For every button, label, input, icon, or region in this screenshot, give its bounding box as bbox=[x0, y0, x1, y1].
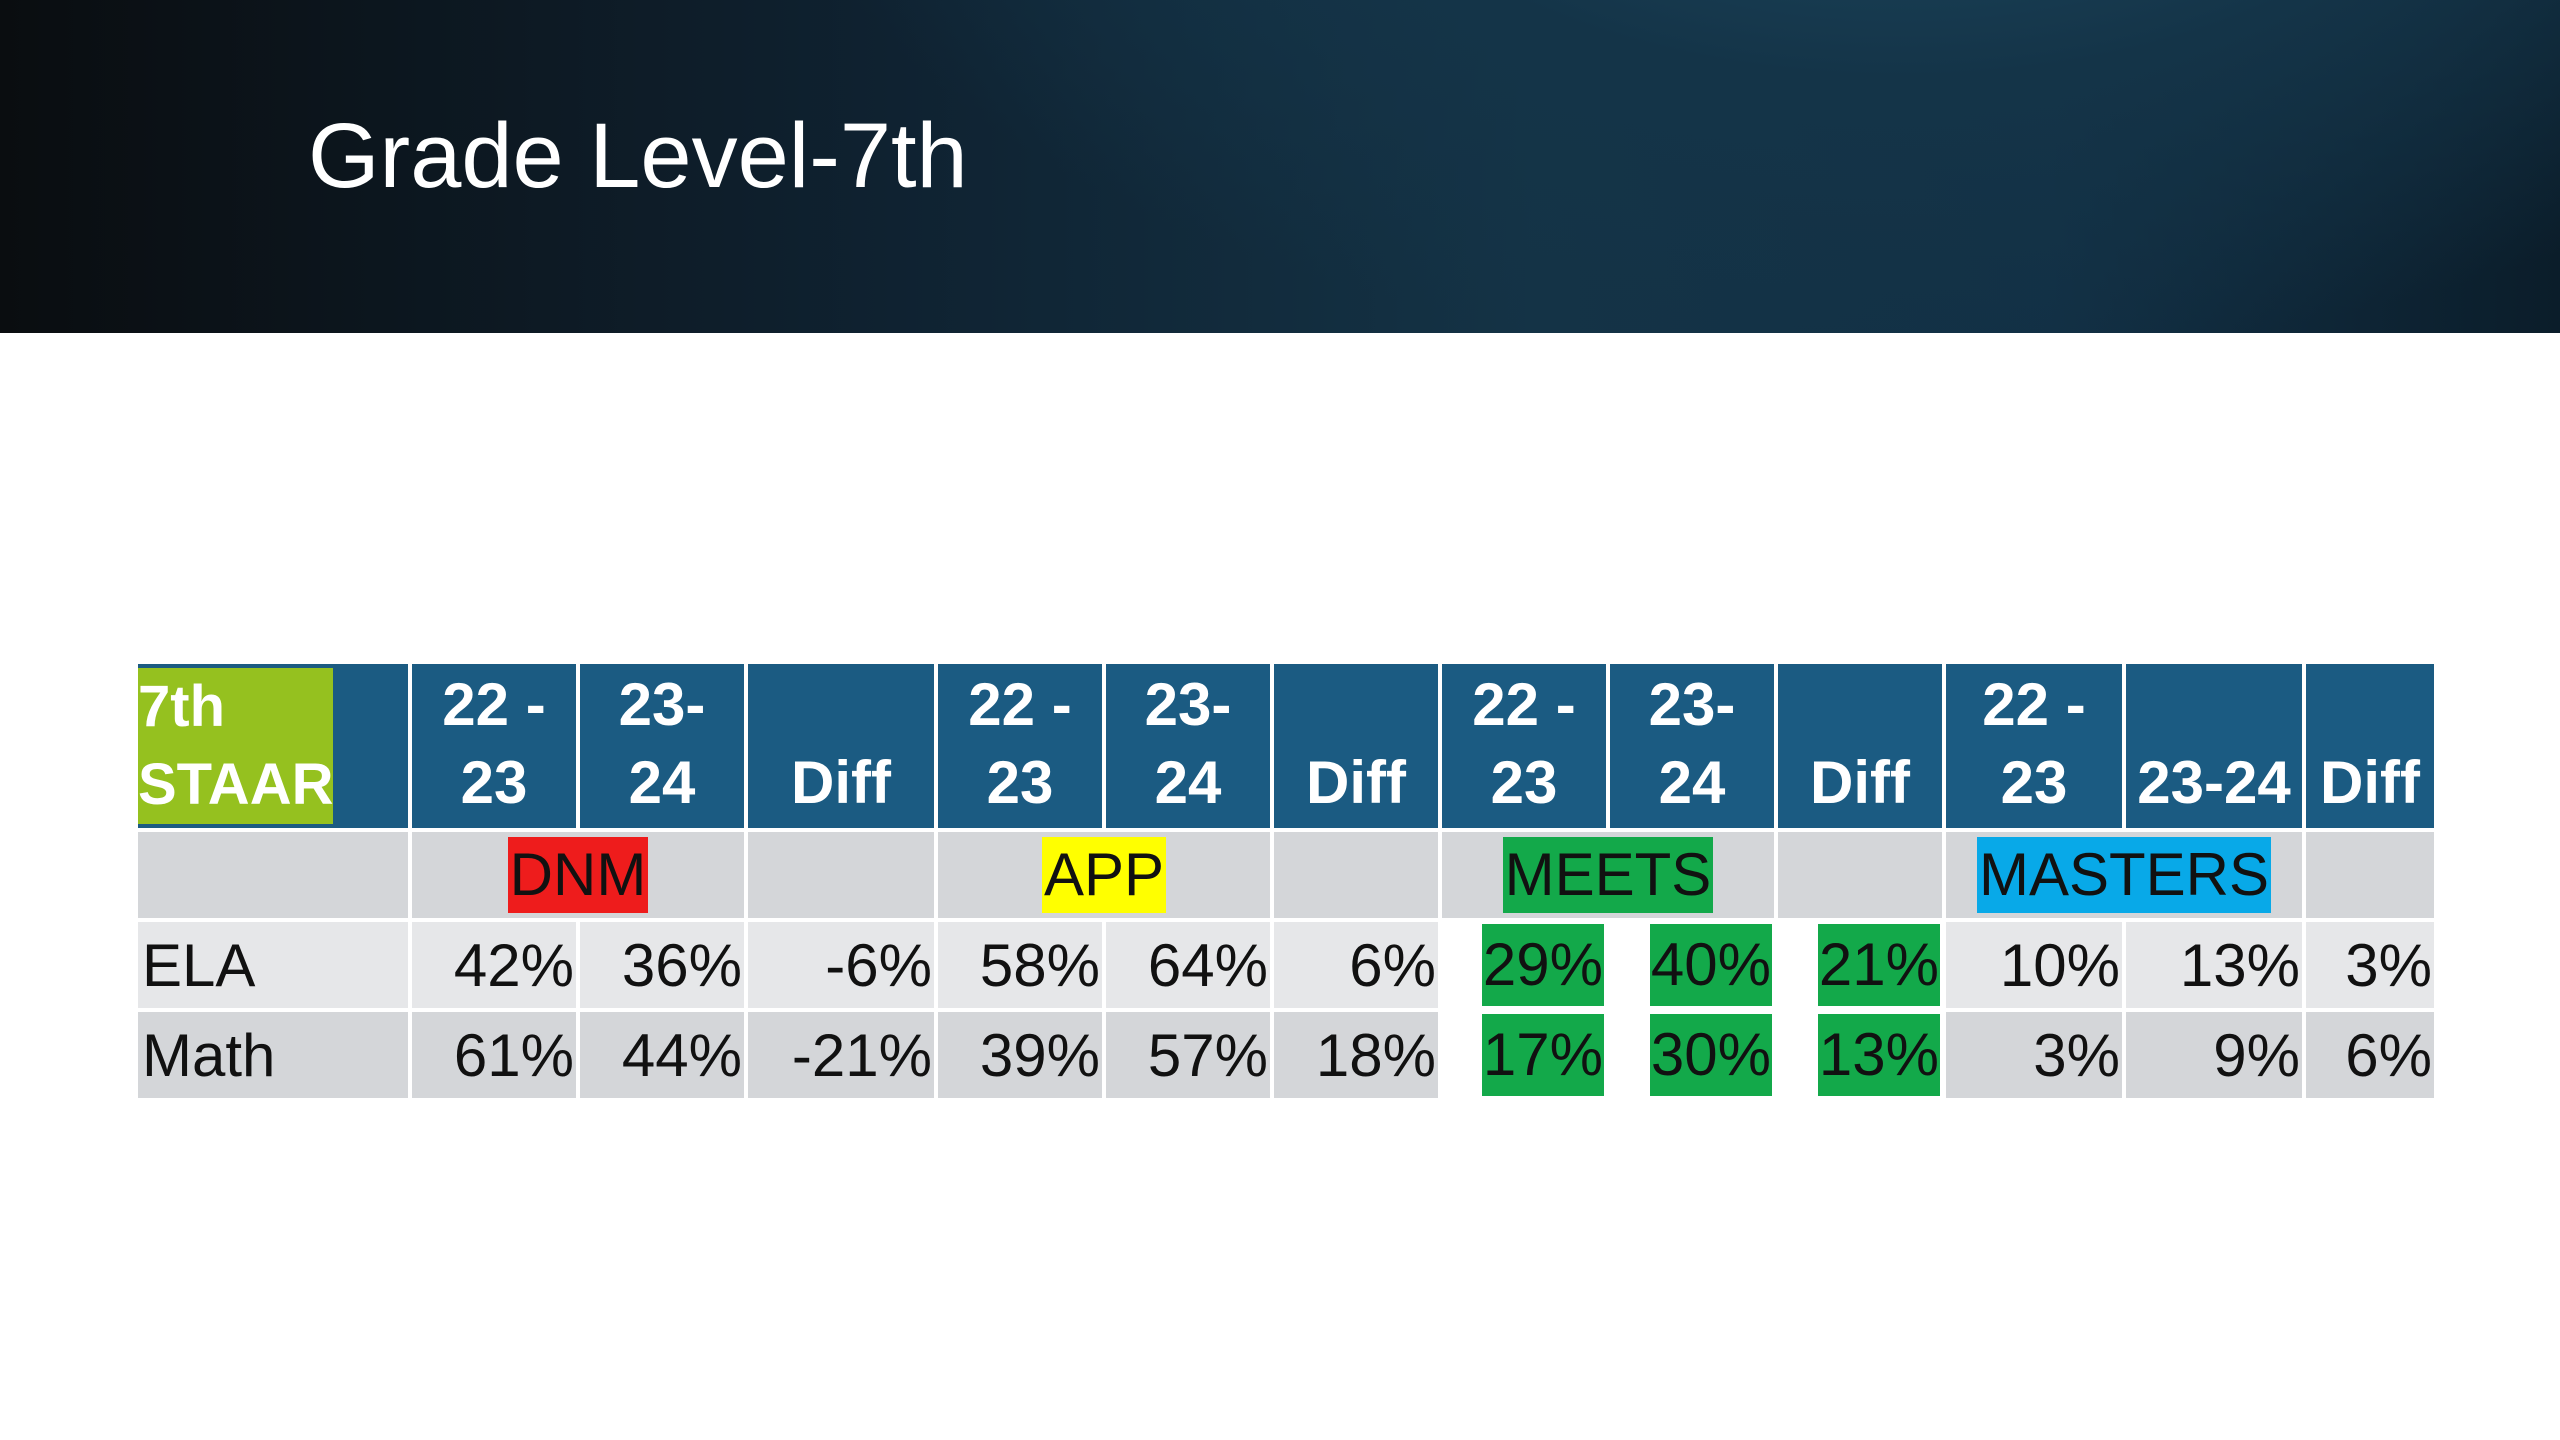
highlight-value: 13% bbox=[1817, 1014, 1940, 1096]
value-cell: 10% bbox=[1946, 922, 2122, 1008]
category-row: DNM APP MEETS MASTERS bbox=[138, 832, 2434, 918]
slide-title: Grade Level-7th bbox=[308, 105, 968, 207]
highlight-value: 30% bbox=[1649, 1014, 1772, 1096]
header-cell: 22 - 23 bbox=[1946, 664, 2122, 828]
category-empty-cell bbox=[138, 832, 408, 918]
header-row: 7th STAAR 22 - 23 23- 24 Diff 22 - 23 23… bbox=[138, 664, 2434, 828]
header-cell: 22 - 23 bbox=[412, 664, 576, 828]
header-cell: Diff bbox=[1778, 664, 1942, 828]
header-cell: Diff bbox=[748, 664, 934, 828]
value-cell: 3% bbox=[2306, 922, 2434, 1008]
highlight-value: 21% bbox=[1817, 924, 1940, 1006]
masters-badge: MASTERS bbox=[1976, 837, 2272, 913]
value-cell: 39% bbox=[938, 1012, 1102, 1098]
value-cell-highlight: 17% bbox=[1442, 1012, 1606, 1098]
title-banner: Grade Level-7th bbox=[0, 0, 2560, 333]
table-row: ELA 42% 36% -6% 58% 64% 6% 29% 40% 21% 1… bbox=[138, 922, 2434, 1008]
dnm-badge: DNM bbox=[507, 837, 649, 913]
category-empty-cell bbox=[748, 832, 934, 918]
category-empty-cell bbox=[1274, 832, 1438, 918]
category-meets: MEETS bbox=[1442, 832, 1774, 918]
value-cell-highlight: 29% bbox=[1442, 922, 1606, 1008]
value-cell: 6% bbox=[1274, 922, 1438, 1008]
value-cell: 3% bbox=[1946, 1012, 2122, 1098]
header-cell: 22 - 23 bbox=[1442, 664, 1606, 828]
value-cell: 18% bbox=[1274, 1012, 1438, 1098]
category-empty-cell bbox=[1778, 832, 1942, 918]
subject-ela: ELA bbox=[138, 922, 408, 1008]
header-cell: 23-24 bbox=[2126, 664, 2302, 828]
table-row: Math 61% 44% -21% 39% 57% 18% 17% 30% 13… bbox=[138, 1012, 2434, 1098]
category-dnm: DNM bbox=[412, 832, 744, 918]
value-cell: 36% bbox=[580, 922, 744, 1008]
value-cell: -6% bbox=[748, 922, 934, 1008]
value-cell: 58% bbox=[938, 922, 1102, 1008]
value-cell: 13% bbox=[2126, 922, 2302, 1008]
header-cell: Diff bbox=[1274, 664, 1438, 828]
corner-grade: 7th bbox=[138, 674, 225, 739]
highlight-value: 29% bbox=[1481, 924, 1604, 1006]
value-cell: 6% bbox=[2306, 1012, 2434, 1098]
highlight-value: 40% bbox=[1649, 924, 1772, 1006]
value-cell: 64% bbox=[1106, 922, 1270, 1008]
value-cell: 44% bbox=[580, 1012, 744, 1098]
corner-cell: 7th STAAR bbox=[138, 664, 408, 828]
category-app: APP bbox=[938, 832, 1270, 918]
value-cell-highlight: 30% bbox=[1610, 1012, 1774, 1098]
category-masters: MASTERS bbox=[1946, 832, 2302, 918]
value-cell: -21% bbox=[748, 1012, 934, 1098]
corner-label: 7th STAAR bbox=[138, 668, 334, 824]
value-cell: 9% bbox=[2126, 1012, 2302, 1098]
corner-test: STAAR bbox=[138, 752, 334, 817]
subject-math: Math bbox=[138, 1012, 408, 1098]
highlight-value: 17% bbox=[1481, 1014, 1604, 1096]
staar-results-table: 7th STAAR 22 - 23 23- 24 Diff 22 - 23 23… bbox=[134, 660, 2438, 1102]
value-cell-highlight: 21% bbox=[1778, 922, 1942, 1008]
header-cell: 23- 24 bbox=[580, 664, 744, 828]
header-cell: Diff bbox=[2306, 664, 2434, 828]
value-cell-highlight: 40% bbox=[1610, 922, 1774, 1008]
header-cell: 23- 24 bbox=[1610, 664, 1774, 828]
value-cell-highlight: 13% bbox=[1778, 1012, 1942, 1098]
category-empty-cell bbox=[2306, 832, 2434, 918]
value-cell: 57% bbox=[1106, 1012, 1270, 1098]
meets-badge: MEETS bbox=[1502, 837, 1714, 913]
value-cell: 61% bbox=[412, 1012, 576, 1098]
header-cell: 22 - 23 bbox=[938, 664, 1102, 828]
app-badge: APP bbox=[1041, 837, 1167, 913]
header-cell: 23- 24 bbox=[1106, 664, 1270, 828]
value-cell: 42% bbox=[412, 922, 576, 1008]
